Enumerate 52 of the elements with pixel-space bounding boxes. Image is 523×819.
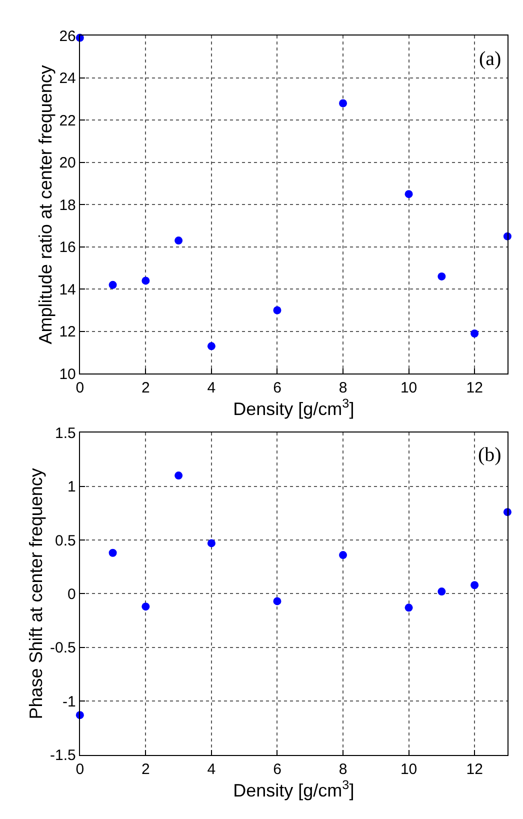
point (470, 581, 479, 590)
annotation: (a) (479, 48, 502, 70)
x-tick-label: 10 (400, 760, 418, 778)
x-tick-label: 6 (273, 760, 282, 778)
x-tick-label: 2 (142, 380, 150, 397)
point (438, 272, 446, 280)
x-tick-label: 12 (466, 760, 483, 778)
x-axis-title: Density [g/cm$^{3}$] (233, 778, 354, 800)
x-tick-label: 8 (338, 380, 348, 397)
point (339, 99, 348, 108)
y-tick-label: 10 (59, 366, 76, 383)
y-tick-label: -0.5 (50, 640, 76, 657)
y-tick-label: 26 (59, 28, 76, 45)
point (108, 280, 117, 289)
point (207, 539, 216, 548)
point (470, 329, 479, 338)
y-tick-label: 1 (68, 478, 76, 496)
annotation: (b) (478, 444, 502, 466)
y-axis-title: Amplitude ratio at center frequency (35, 65, 56, 344)
y-axis-title: Phase Shift at center frequency (26, 468, 46, 720)
x-tick-label: 4 (207, 760, 216, 778)
y-tick-label: -1 (62, 693, 76, 710)
point (273, 597, 282, 606)
y-tick-label: 0.5 (55, 532, 76, 550)
y-tick-label: 12 (59, 324, 76, 341)
point (273, 306, 282, 314)
point (174, 472, 183, 480)
y-tick-label: 18 (59, 196, 76, 214)
point (404, 604, 413, 612)
point (438, 588, 446, 596)
x-tick-label: 12 (466, 380, 483, 397)
y-tick-label: 20 (59, 154, 76, 172)
y-tick-label: -1.5 (50, 747, 76, 764)
point (108, 548, 117, 557)
x-tick-label: 8 (338, 760, 348, 778)
x-tick-label: 10 (400, 380, 418, 397)
y-tick-label: 24 (59, 70, 76, 88)
x-axis-title: Density [g/cm$^{3}$] (233, 396, 354, 420)
y-tick-label: 14 (59, 281, 76, 298)
point (339, 551, 348, 560)
point (142, 602, 150, 611)
y-tick-label: 1.5 (55, 424, 76, 442)
point (142, 276, 150, 285)
y-tick-label: 0 (68, 586, 76, 603)
y-tick-label: 16 (59, 239, 76, 256)
point (207, 342, 216, 350)
x-tick-label: 6 (273, 380, 282, 397)
y-tick-label: 22 (59, 112, 76, 130)
x-tick-label: 2 (142, 760, 150, 778)
x-tick-label: 4 (207, 380, 216, 397)
point (404, 190, 413, 198)
point (174, 236, 183, 245)
